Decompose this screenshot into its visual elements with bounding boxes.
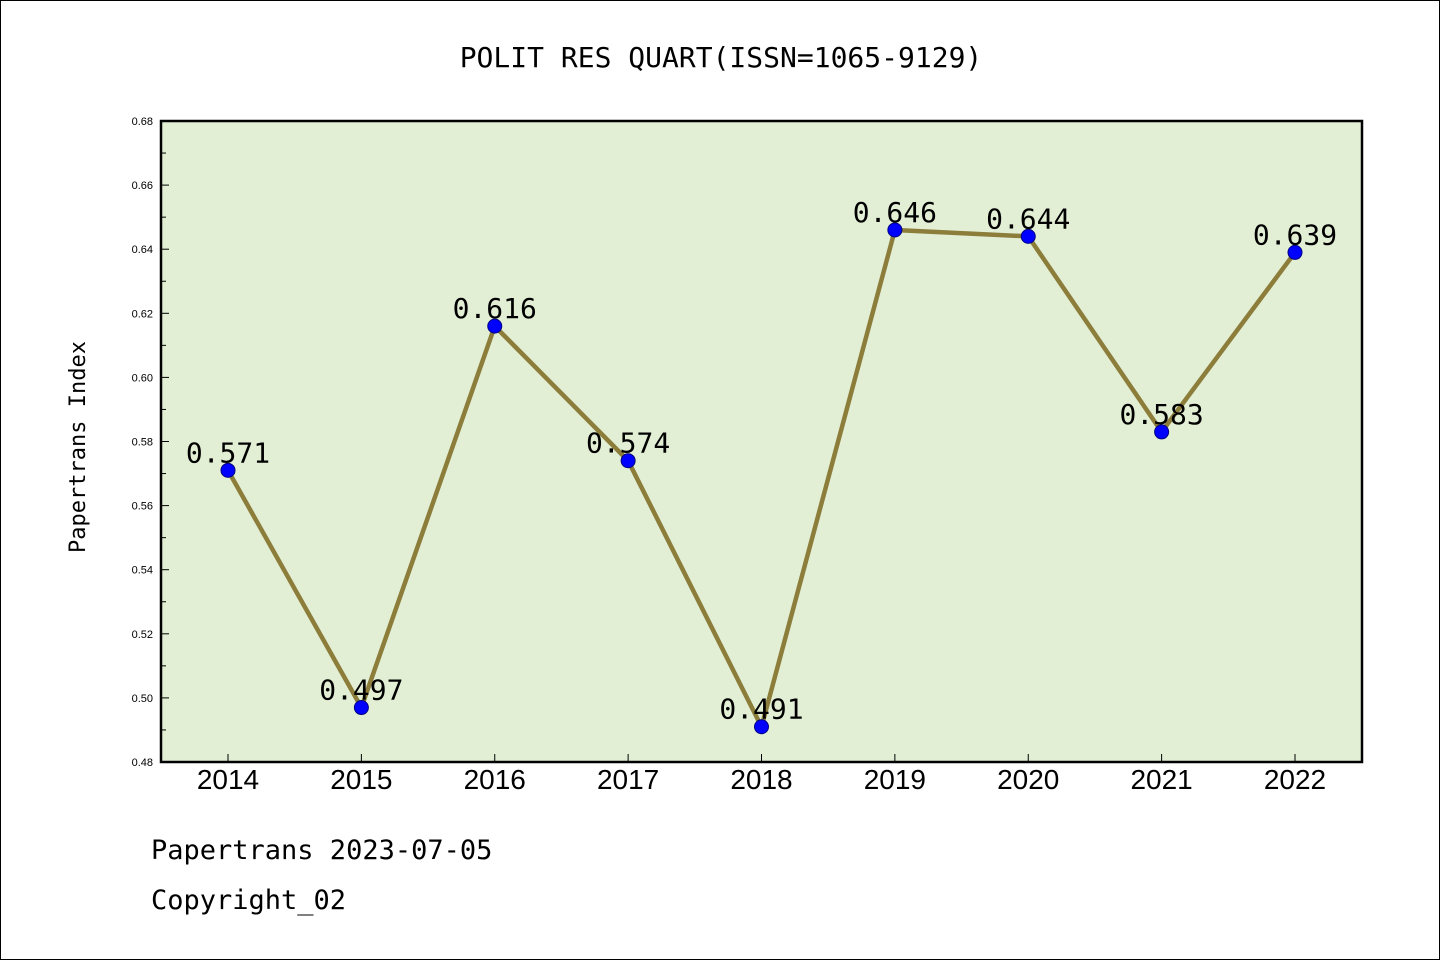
y-tick-label: 0.68 [132,116,153,128]
y-tick-label: 0.56 [132,501,153,513]
y-tick-label: 0.60 [132,372,153,384]
data-label: 0.583 [1119,398,1203,431]
data-label: 0.571 [186,436,270,469]
y-tick-label: 0.54 [132,565,153,577]
data-point [353,700,369,716]
y-axis: 0.48 0.50 0.52 0.54 0.56 0.58 0.60 0.62 0.64 0.66… [132,116,169,769]
footer-copyright: Copyright_02 [151,885,347,916]
x-tick-label: 2020 [997,764,1059,795]
x-tick-label: 2018 [730,764,792,795]
x-tick-label: 2015 [330,764,392,795]
y-axis-label: Papertrans Index [66,341,91,553]
y-tick-label: 0.58 [132,437,153,449]
data-point [1154,424,1170,440]
data-point [487,318,503,334]
data-label: 0.644 [986,202,1070,235]
data-point [887,222,903,238]
x-tick-label: 2014 [197,764,259,795]
x-tick-label: 2016 [464,764,526,795]
x-tick-label: 2021 [1130,764,1192,795]
y-tick-label: 0.48 [132,757,153,769]
data-point [220,462,236,478]
series-group: 0.571 0.497 0.616 0.574 0.491 0.646 0.644 0.583… [186,196,1337,735]
x-tick-label: 2017 [597,764,659,795]
data-label: 0.646 [853,196,937,229]
y-tick-label: 0.66 [132,180,153,192]
x-tick-label: 2019 [864,764,926,795]
data-point [754,719,769,735]
x-tick-label: 2022 [1264,764,1326,795]
data-label: 0.497 [319,674,403,707]
plot-area [161,121,1362,762]
y-tick-label: 0.50 [132,693,153,705]
plot-frame [159,119,1364,764]
data-label: 0.616 [453,292,537,325]
data-label: 0.639 [1253,218,1337,251]
data-point [1287,244,1303,260]
data-point [1020,228,1036,244]
chart-title: POLIT RES QUART(ISSN=1065-9129) [460,41,983,74]
x-axis: 2014 2015 2016 2017 2018 2019 2020 2021 2022 [197,754,1326,795]
footer-date: Papertrans 2023-07-05 [151,835,493,866]
y-tick-label: 0.52 [132,629,153,641]
y-tick-label: 0.64 [132,244,153,256]
y-tick-label: 0.62 [132,308,153,320]
data-label: 0.574 [586,427,670,460]
data-label: 0.491 [719,693,803,726]
data-point [620,453,636,469]
